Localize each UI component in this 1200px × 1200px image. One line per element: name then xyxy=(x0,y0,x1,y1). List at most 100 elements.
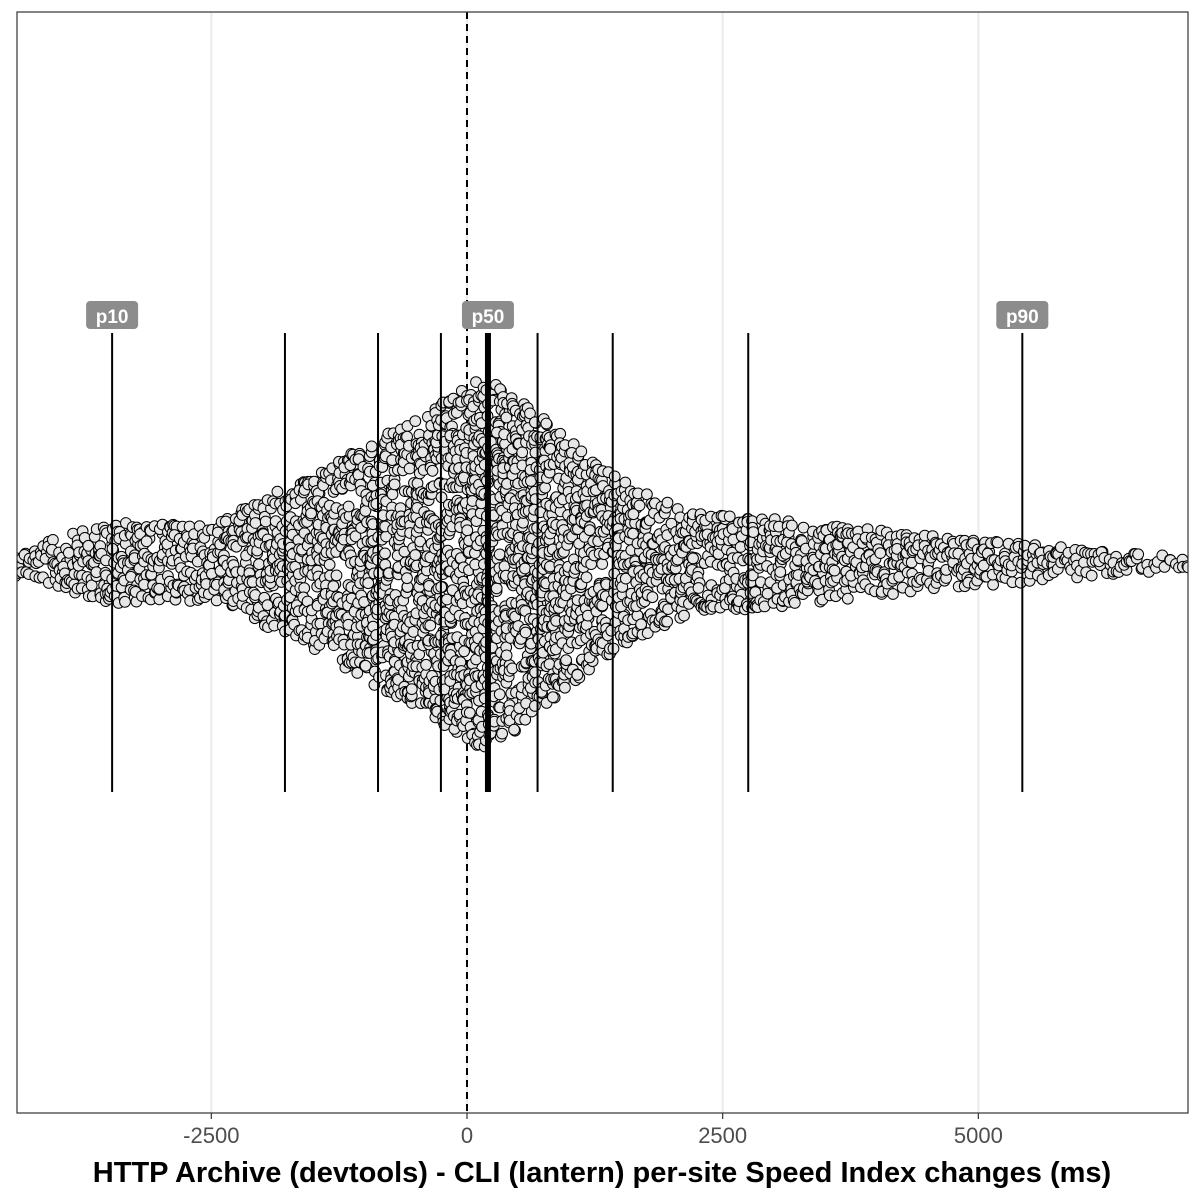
data-point xyxy=(560,654,572,667)
data-point xyxy=(539,481,551,494)
data-point xyxy=(365,440,378,453)
data-point xyxy=(85,579,98,592)
data-point xyxy=(359,659,372,672)
data-point xyxy=(420,658,433,671)
data-point xyxy=(747,526,760,538)
data-point xyxy=(571,669,584,681)
data-point xyxy=(500,649,513,662)
data-point xyxy=(874,547,887,559)
data-point xyxy=(774,566,787,578)
data-point xyxy=(500,411,513,424)
x-tick-label-2: 2500 xyxy=(698,1123,747,1148)
data-point xyxy=(619,572,632,585)
data-point xyxy=(641,488,653,501)
data-point xyxy=(761,587,774,600)
data-point xyxy=(1132,548,1145,561)
data-point xyxy=(362,577,375,590)
data-point xyxy=(828,564,841,577)
data-point xyxy=(841,592,854,605)
data-point xyxy=(646,591,659,604)
data-point xyxy=(559,681,571,694)
data-point xyxy=(403,462,416,475)
x-axis: -2500 0 2500 5000 xyxy=(183,1113,1003,1148)
x-tick-label-1: 0 xyxy=(461,1123,473,1148)
data-point xyxy=(524,407,536,420)
data-point xyxy=(977,559,990,572)
data-point xyxy=(580,571,593,584)
data-point xyxy=(547,691,559,704)
data-point xyxy=(519,713,532,726)
data-point xyxy=(388,478,401,491)
data-point xyxy=(678,609,690,622)
percentile-label-p10: p10 xyxy=(96,307,129,328)
data-point xyxy=(661,615,673,628)
data-point xyxy=(219,515,232,528)
percentile-label-p90: p90 xyxy=(1006,307,1039,328)
data-point xyxy=(424,619,437,632)
data-point xyxy=(426,464,439,477)
data-point xyxy=(608,470,621,483)
data-point xyxy=(661,496,674,509)
data-point xyxy=(401,572,413,585)
data-point xyxy=(1085,569,1098,582)
data-point xyxy=(633,499,646,512)
data-point xyxy=(692,582,705,594)
data-point xyxy=(327,580,340,592)
data-point xyxy=(323,558,336,571)
data-point xyxy=(259,515,272,528)
data-point xyxy=(349,530,362,543)
plot-border xyxy=(16,11,1189,1114)
data-point xyxy=(386,488,399,501)
data-point xyxy=(305,507,318,520)
data-point xyxy=(788,597,801,609)
data-point xyxy=(409,415,422,428)
data-point xyxy=(519,562,531,575)
data-point xyxy=(490,582,503,595)
data-point xyxy=(596,558,609,570)
data-point xyxy=(119,595,131,608)
data-point xyxy=(82,539,95,552)
percentile-label-box-p90 xyxy=(996,301,1049,329)
data-point xyxy=(379,547,391,560)
data-point xyxy=(517,516,529,529)
data-point xyxy=(416,446,429,459)
percentile-label-box-p10 xyxy=(86,301,139,329)
data-point xyxy=(409,549,422,561)
data-point xyxy=(575,445,588,458)
percentile-label-box-p50 xyxy=(461,301,514,329)
data-point xyxy=(540,417,553,430)
data-point xyxy=(493,688,506,701)
x-tick-label-0: -2500 xyxy=(183,1123,239,1148)
data-point xyxy=(458,645,471,658)
data-point xyxy=(519,626,532,639)
data-point xyxy=(140,535,153,548)
data-points xyxy=(17,376,1188,753)
x-axis-title: HTTP Archive (devtools) - CLI (lantern) … xyxy=(93,1157,1111,1189)
data-point xyxy=(619,476,632,489)
data-point xyxy=(463,707,476,719)
data-point xyxy=(493,548,506,561)
data-point xyxy=(544,442,557,455)
data-point xyxy=(723,510,736,523)
data-point xyxy=(887,588,899,600)
data-point xyxy=(991,536,1004,549)
data-point xyxy=(508,723,520,736)
data-point xyxy=(506,662,519,675)
data-point xyxy=(687,552,699,565)
data-point xyxy=(461,524,474,537)
data-point xyxy=(47,534,59,546)
data-point xyxy=(641,627,654,639)
percentile-lines: p10 p50 p90 xyxy=(86,301,1049,792)
data-point xyxy=(414,535,427,548)
data-point xyxy=(786,519,798,532)
data-point xyxy=(987,578,999,591)
data-point xyxy=(407,625,420,638)
data-point xyxy=(1182,561,1188,574)
data-point xyxy=(271,485,284,498)
data-point xyxy=(153,582,166,595)
data-point xyxy=(253,558,265,571)
data-point xyxy=(342,500,355,513)
data-point xyxy=(583,524,596,537)
data-point xyxy=(351,667,364,679)
